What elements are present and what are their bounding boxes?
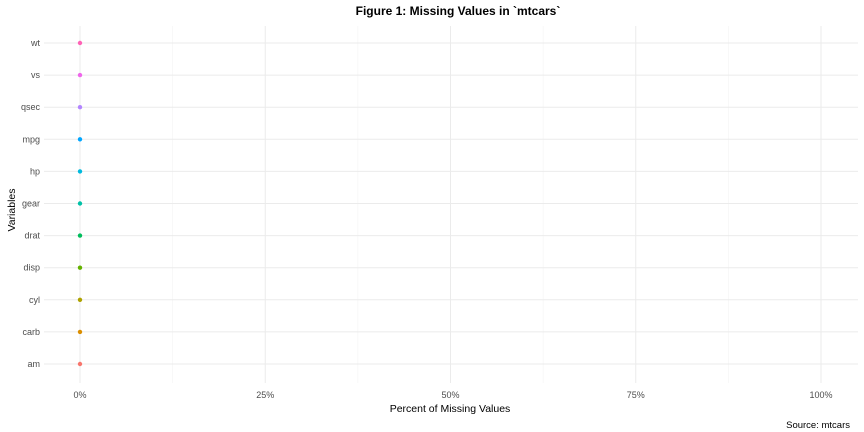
y-tick-labels: am carb cyl disp drat gear hp mpg qsec vs wt (21, 38, 41, 369)
y-tick-label: wt (30, 38, 40, 48)
data-point (77, 265, 83, 270)
x-axis-title: Percent of Missing Values (390, 403, 511, 415)
y-tick-label: cyl (29, 295, 40, 305)
x-tick-label: 100% (809, 390, 832, 400)
x-tick-label: 75% (627, 390, 645, 400)
data-point (77, 105, 83, 110)
x-tick-label: 25% (256, 390, 274, 400)
y-tick-label: mpg (22, 134, 40, 144)
data-point (77, 361, 83, 367)
y-tick-label: vs (31, 70, 41, 80)
chart-title: Figure 1: Missing Values in `mtcars` (356, 4, 561, 18)
data-points (77, 40, 83, 367)
data-point (77, 40, 83, 46)
data-point (77, 201, 83, 206)
data-point (77, 329, 83, 335)
y-tick-label: qsec (21, 102, 41, 112)
y-tick-label: gear (22, 199, 40, 209)
x-tick-labels: 0% 25% 50% 75% 100% (73, 390, 832, 400)
data-point (77, 72, 83, 78)
y-tick-label: disp (23, 263, 40, 273)
y-tick-label: drat (24, 231, 40, 241)
data-point (77, 233, 83, 238)
x-tick-label: 0% (73, 390, 86, 400)
chart-caption: Source: mtcars (786, 420, 850, 431)
y-axis-title: Variables (6, 189, 18, 232)
data-point (77, 169, 83, 174)
plot-panel (44, 26, 858, 383)
data-point (77, 297, 83, 302)
data-point (77, 137, 83, 142)
y-tick-label: hp (30, 166, 40, 176)
x-tick-label: 50% (441, 390, 459, 400)
y-tick-label: am (27, 359, 40, 369)
y-tick-label: carb (22, 327, 40, 337)
